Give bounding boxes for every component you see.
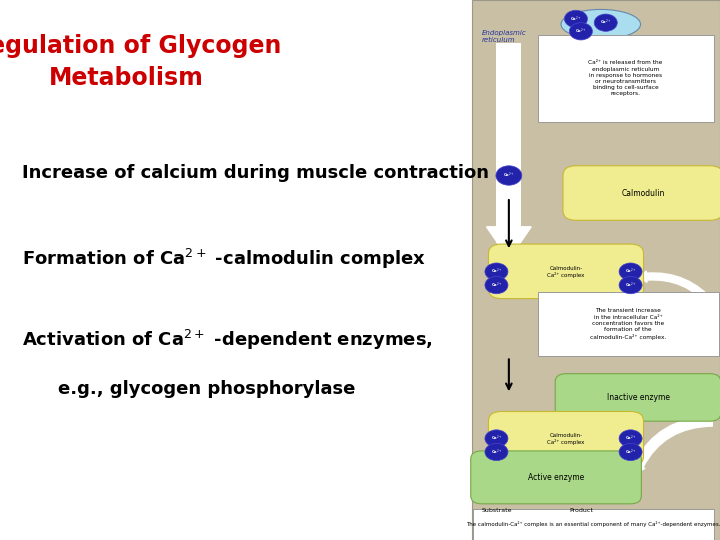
FancyBboxPatch shape <box>563 166 720 220</box>
Text: Ca$^{2+}$: Ca$^{2+}$ <box>503 171 515 180</box>
Circle shape <box>619 443 642 461</box>
Text: Calmodulin-
Ca²⁺ complex: Calmodulin- Ca²⁺ complex <box>547 433 585 445</box>
Text: e.g., glycogen phosphorylase: e.g., glycogen phosphorylase <box>58 380 355 398</box>
Text: Ca$^{2+}$: Ca$^{2+}$ <box>625 447 636 457</box>
Text: Ca$^{2+}$: Ca$^{2+}$ <box>575 26 587 36</box>
Circle shape <box>485 263 508 280</box>
Text: Ca$^{2+}$: Ca$^{2+}$ <box>625 280 636 290</box>
Circle shape <box>594 14 617 31</box>
Text: Inactive enzyme: Inactive enzyme <box>606 393 670 402</box>
Text: Ca$^{2+}$: Ca$^{2+}$ <box>625 267 636 276</box>
Text: Ca²⁺ is released from the
endoplasmic reticulum
in response to hormones
or neuro: Ca²⁺ is released from the endoplasmic re… <box>588 60 663 96</box>
Text: Substrate: Substrate <box>481 508 512 513</box>
FancyBboxPatch shape <box>538 292 719 356</box>
Text: Regulation of Glycogen: Regulation of Glycogen <box>0 34 282 58</box>
Text: Ca$^{2+}$: Ca$^{2+}$ <box>570 14 582 24</box>
Text: Metabolism: Metabolism <box>48 66 204 90</box>
FancyBboxPatch shape <box>471 451 642 504</box>
Text: Ca$^{2+}$: Ca$^{2+}$ <box>625 434 636 443</box>
Circle shape <box>619 430 642 447</box>
Circle shape <box>564 10 588 28</box>
FancyBboxPatch shape <box>538 35 714 122</box>
Text: Ca$^{2+}$: Ca$^{2+}$ <box>600 18 611 28</box>
Polygon shape <box>487 227 531 259</box>
Text: Ca$^{2+}$: Ca$^{2+}$ <box>490 267 503 276</box>
Text: Calmodulin: Calmodulin <box>621 189 665 198</box>
FancyArrowPatch shape <box>632 416 712 475</box>
FancyBboxPatch shape <box>473 509 714 540</box>
Text: Formation of Ca$^{2+}$ -calmodulin complex: Formation of Ca$^{2+}$ -calmodulin compl… <box>22 247 426 271</box>
Circle shape <box>485 443 508 461</box>
Text: Endoplasmic
reticulum: Endoplasmic reticulum <box>482 30 526 43</box>
Text: The transient increase
in the intracellular Ca²⁺
concentration favors the
format: The transient increase in the intracellu… <box>590 308 666 340</box>
FancyBboxPatch shape <box>488 244 644 299</box>
Text: Active enzyme: Active enzyme <box>528 473 584 482</box>
Text: Activation of Ca$^{2+}$ -dependent enzymes,: Activation of Ca$^{2+}$ -dependent enzym… <box>22 328 433 352</box>
Text: Ca$^{2+}$: Ca$^{2+}$ <box>490 447 503 457</box>
Text: Ca$^{2+}$: Ca$^{2+}$ <box>490 434 503 443</box>
Circle shape <box>619 276 642 294</box>
Text: Product: Product <box>569 508 593 513</box>
Text: Increase of calcium during muscle contraction: Increase of calcium during muscle contra… <box>22 164 489 182</box>
Text: The calmodulin-Ca²⁺ complex is an essential component of many Ca²⁺-dependent enz: The calmodulin-Ca²⁺ complex is an essent… <box>466 521 720 528</box>
Bar <box>497 65 519 243</box>
FancyArrowPatch shape <box>638 271 716 308</box>
Bar <box>472 0 720 540</box>
Circle shape <box>496 166 522 185</box>
Circle shape <box>485 276 508 294</box>
Text: Ca$^{2+}$: Ca$^{2+}$ <box>490 280 503 290</box>
FancyBboxPatch shape <box>488 411 644 466</box>
Circle shape <box>570 23 593 40</box>
FancyBboxPatch shape <box>555 374 720 421</box>
Circle shape <box>619 263 642 280</box>
Bar <box>497 43 521 227</box>
Ellipse shape <box>561 10 641 39</box>
Text: Calmodulin-
Ca²⁺ complex: Calmodulin- Ca²⁺ complex <box>547 266 585 278</box>
Circle shape <box>485 430 508 447</box>
